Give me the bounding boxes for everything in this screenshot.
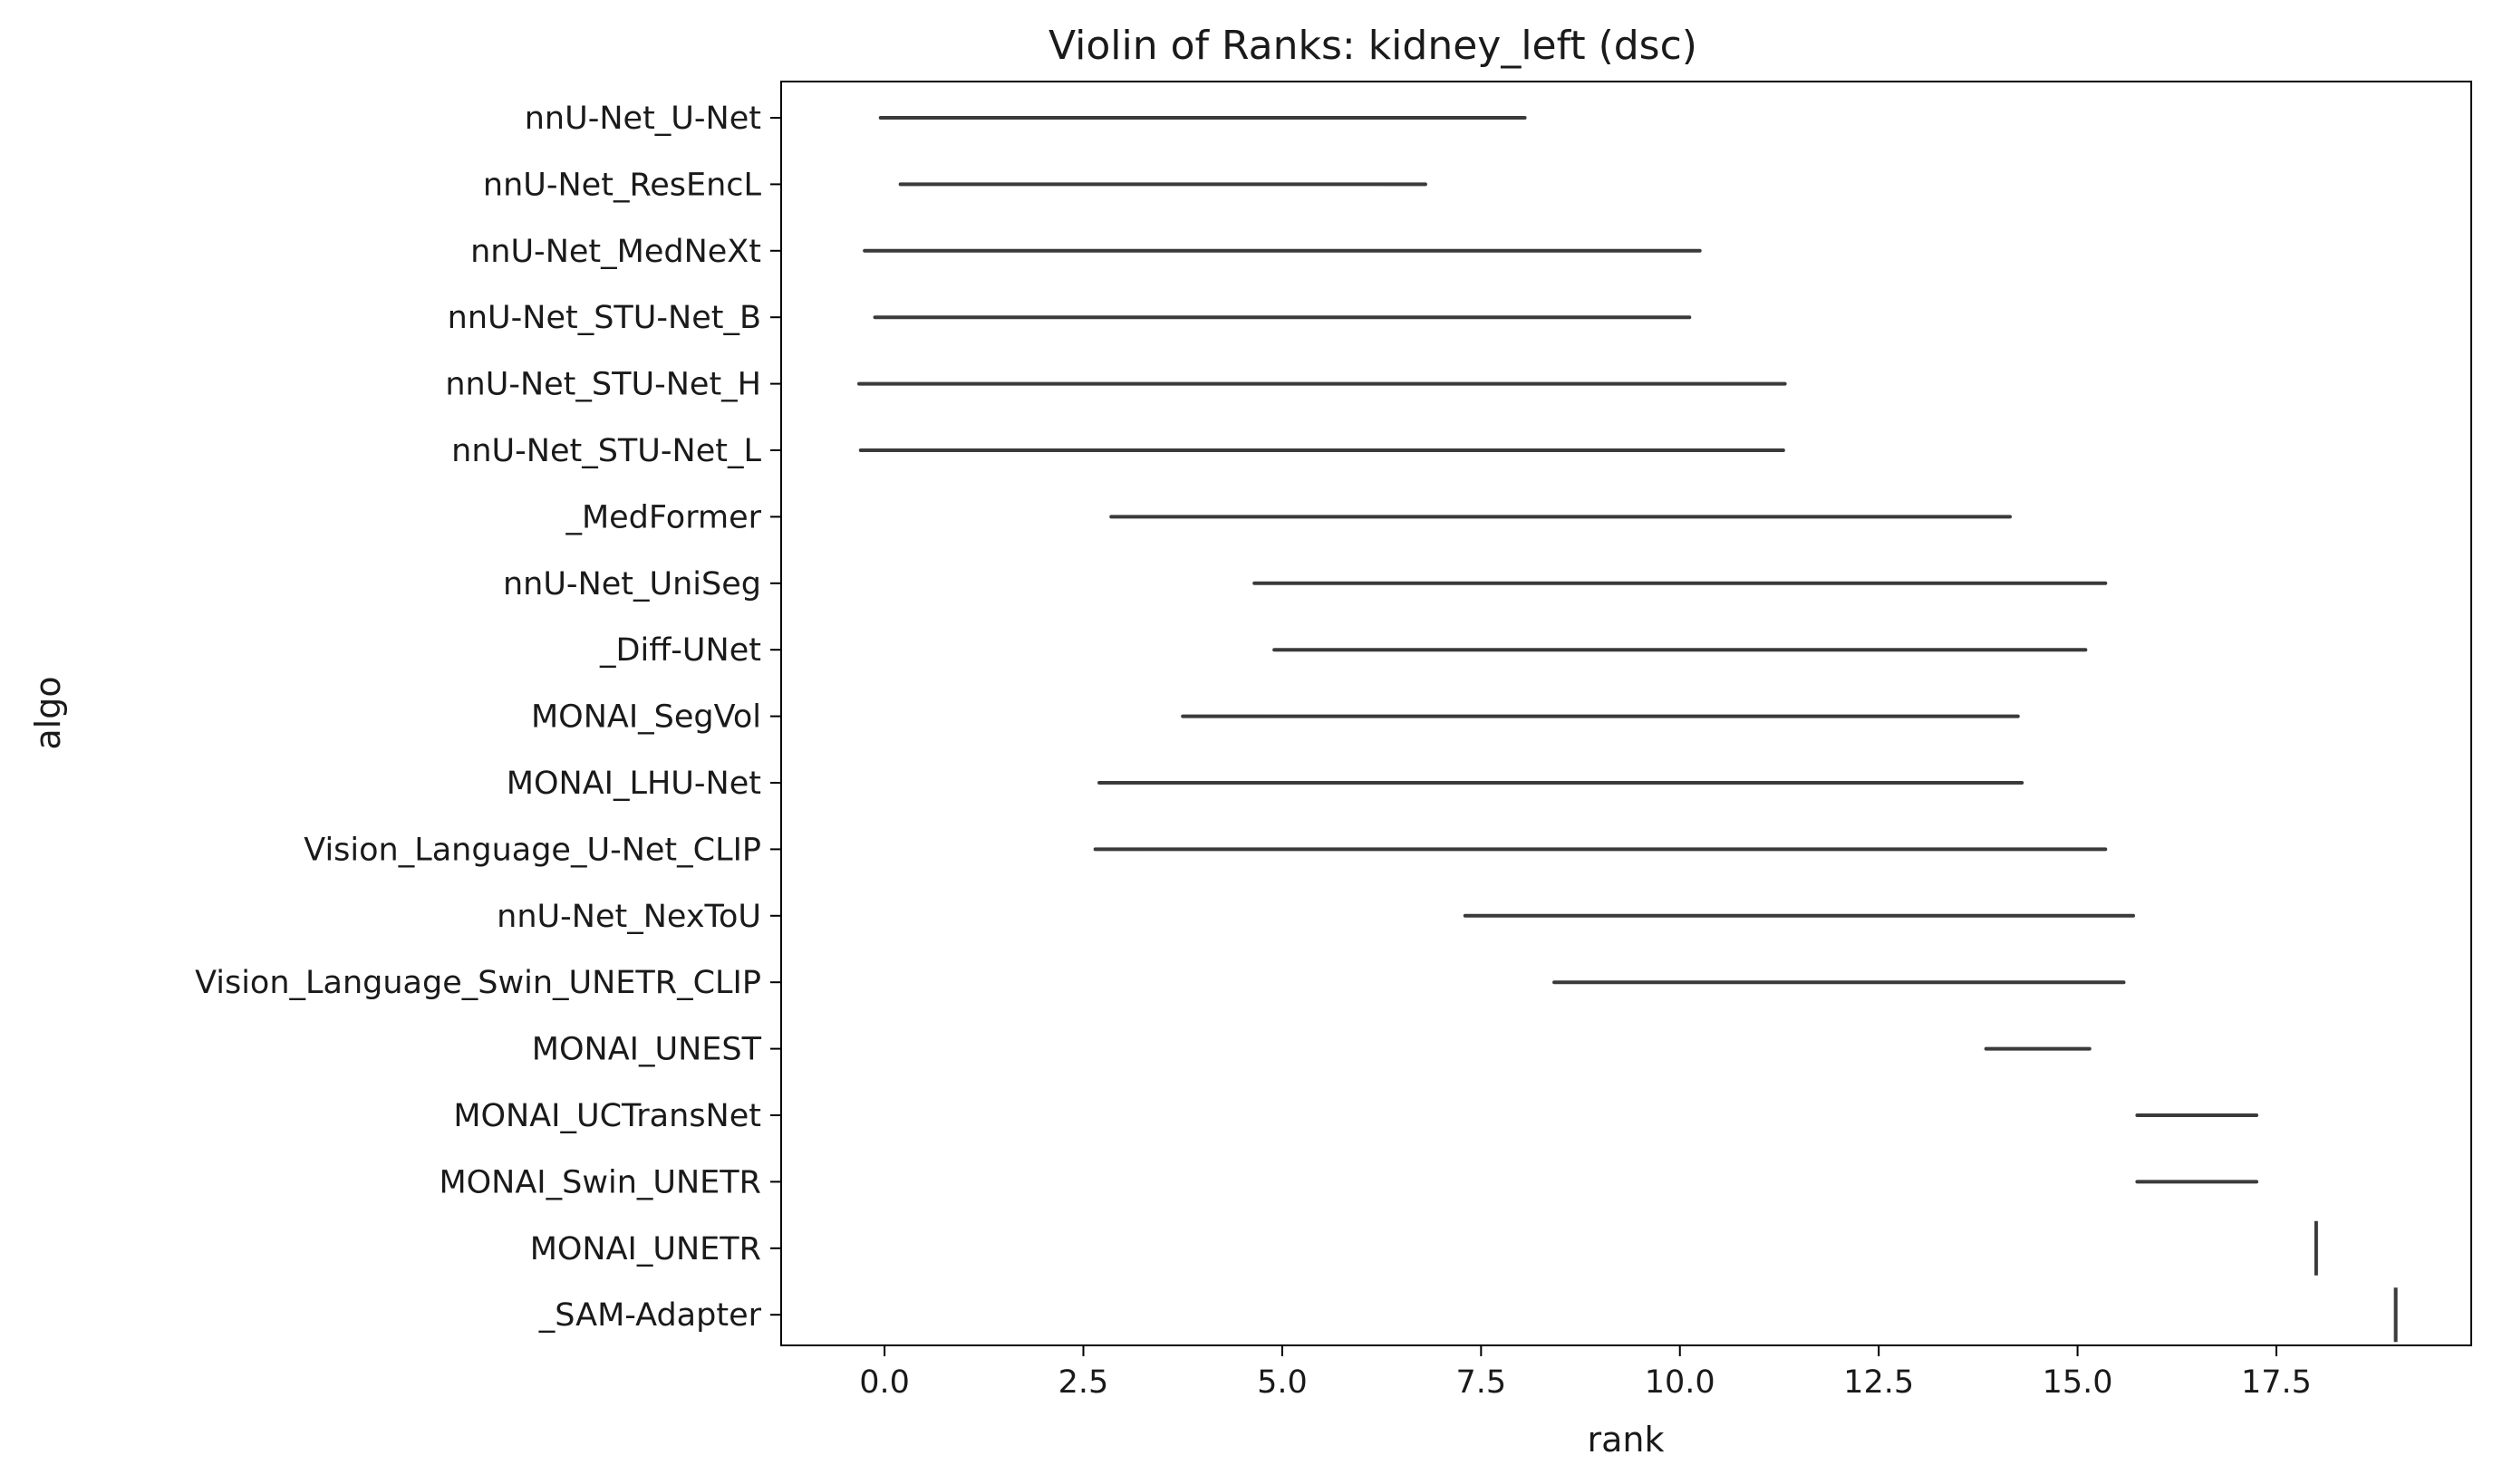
x-axis: 0.0 2.5 5.0 7.5 10.0 12.5 15.0 17.5 bbox=[859, 1345, 2312, 1401]
x-tick-label: 2.5 bbox=[1058, 1364, 1109, 1401]
y-tick-label: MONAI_UNEST bbox=[532, 1032, 762, 1068]
x-tick-label: 15.0 bbox=[2043, 1364, 2113, 1401]
x-tick-label: 10.0 bbox=[1645, 1364, 1715, 1401]
y-tick-label: MONAI_UNETR bbox=[530, 1231, 761, 1267]
y-tick-label: Vision_Language_U-Net_CLIP bbox=[304, 832, 761, 868]
y-tick-label: _SAM-Adapter bbox=[538, 1297, 762, 1334]
x-tick-label: 17.5 bbox=[2241, 1364, 2312, 1401]
plot-frame bbox=[780, 81, 2472, 1346]
y-tick-label: MONAI_SegVol bbox=[531, 699, 761, 736]
y-axis: nnU-Net_U-Net nnU-Net_ResEncL nnU-Net_MedN… bbox=[195, 101, 781, 1334]
x-tick-label: 12.5 bbox=[1843, 1364, 1914, 1401]
x-axis-label: rank bbox=[1588, 1420, 1665, 1460]
y-tick-label: nnU-Net_STU-Net_L bbox=[451, 433, 761, 469]
chart-title: Violin of Ranks: kidney_left (dsc) bbox=[1048, 23, 1697, 69]
x-tick-label: 7.5 bbox=[1455, 1364, 1506, 1401]
y-tick-label: nnU-Net_STU-Net_H bbox=[445, 367, 761, 403]
x-tick-label: 0.0 bbox=[859, 1364, 910, 1401]
violin-marks bbox=[857, 116, 2398, 1343]
y-tick-label: nnU-Net_ResEncL bbox=[483, 167, 762, 203]
y-tick-label: nnU-Net_NexToU bbox=[497, 899, 761, 935]
y-tick-label: _MedFormer bbox=[565, 499, 761, 535]
y-axis-label: algo bbox=[28, 676, 68, 749]
y-tick-label: nnU-Net_U-Net bbox=[525, 101, 761, 137]
x-tick-label: 5.0 bbox=[1257, 1364, 1308, 1401]
y-tick-label: MONAI_Swin_UNETR bbox=[439, 1164, 761, 1200]
y-tick-label: _Diff-UNet bbox=[599, 632, 761, 669]
y-tick-label: nnU-Net_STU-Net_B bbox=[448, 300, 761, 336]
y-tick-label: Vision_Language_Swin_UNETR_CLIP bbox=[195, 965, 761, 1001]
y-tick-label: MONAI_LHU-Net bbox=[507, 766, 761, 802]
y-tick-label: nnU-Net_UniSeg bbox=[503, 566, 761, 602]
y-tick-label: MONAI_UCTransNet bbox=[453, 1098, 761, 1134]
y-tick-label: nnU-Net_MedNeXt bbox=[470, 234, 761, 270]
